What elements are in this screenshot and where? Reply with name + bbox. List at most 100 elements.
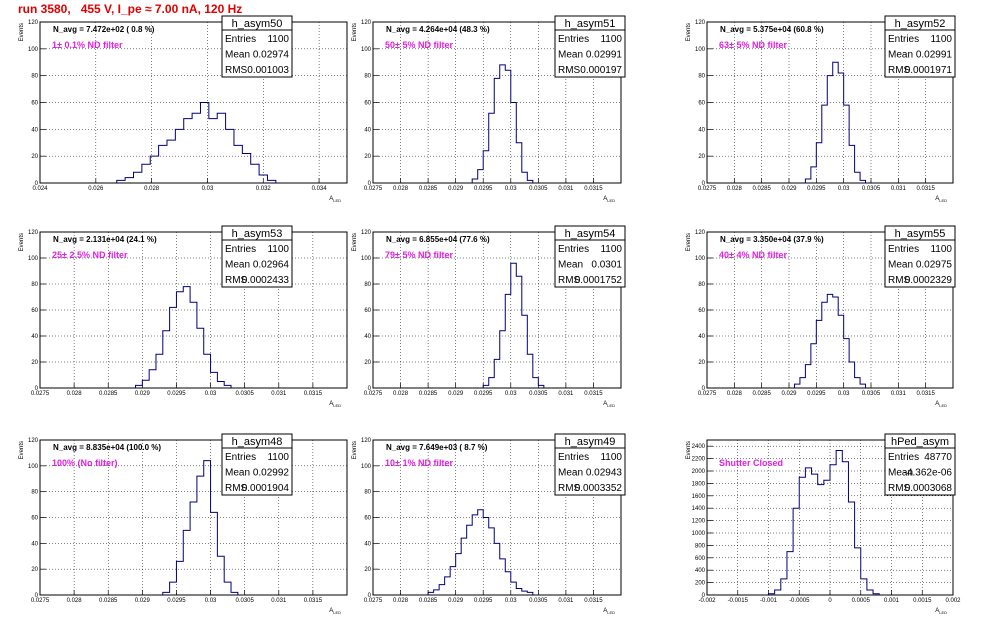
y-axis-title: Events [19,441,25,459]
y-tick-label: 120 [28,20,39,26]
y-tick-label: 40 [364,334,371,340]
y-tick-label: 60 [364,516,371,522]
stats-value: 0.0003068 [905,483,953,494]
x-tick-label: -0.0005 [789,598,810,604]
y-tick-label: 60 [364,101,371,107]
stats-label: RMS [225,65,248,76]
y-axis-title: Events [686,23,692,41]
y-tick-label: 80 [698,74,705,80]
stats-value: 1100 [267,34,289,45]
y-tick-label: 0 [368,386,372,392]
stats-value: 0.02943 [586,468,623,479]
x-tick-label: 0.03 [505,391,517,397]
histogram-bin [800,378,805,388]
x-tick-label: 0.029 [448,391,464,397]
histogram-bin [439,585,445,595]
stats-label: RMS [225,275,248,286]
y-tick-label: 0 [35,181,39,187]
histogram-bin [842,462,848,595]
y-tick-label: 20 [364,154,371,160]
histogram-bin [211,512,218,595]
stats-box [554,433,626,496]
y-tick-label: 100 [695,47,706,53]
stats-value: 0.0003352 [575,483,623,494]
histogram-bin [500,65,506,183]
histogram-bin [516,276,522,388]
stats-value: 1100 [267,452,289,463]
histogram-bin [827,294,832,388]
stats-label: Entries [225,244,256,255]
y-tick-label: 1600 [692,494,706,500]
histogram-bin [200,103,208,184]
y-tick-label: 40 [698,127,705,133]
stats-value: 1100 [600,244,622,255]
histogram-bin [136,385,143,388]
histogram-bin [511,263,517,388]
histogram-bin [838,315,843,388]
histogram-bin [217,113,225,183]
x-tick-label: 0.0285 [99,598,118,604]
x-tick-label: 0.0295 [167,598,186,604]
y-tick-label: 2400 [692,444,706,450]
stats-value: 0.0001904 [242,483,290,494]
y-axis-title: Events [352,441,358,459]
x-axis-title: ALED [603,608,615,615]
histogram-bin [861,579,867,595]
histogram-bin [860,180,865,183]
x-tick-label: 0.0295 [807,391,826,397]
y-tick-label: 100 [28,47,39,53]
histogram-bin [209,119,217,183]
x-tick-label: 0.029 [448,186,464,192]
histogram-bin [156,354,163,388]
histogram-bin [805,365,810,388]
histogram-bin [838,73,843,183]
x-tick-label: 0.03 [505,186,517,192]
filter-label: 1± 0.1% ND filter [52,40,123,50]
histogram-bin [472,515,478,595]
x-tick-label: 0.0285 [752,391,771,397]
x-tick-label: 0.0285 [419,391,438,397]
y-tick-label: 40 [698,334,705,340]
histogram-bin [855,172,860,183]
stats-value: 0.000197 [580,65,622,76]
x-tick-label: 0.031 [891,391,907,397]
histogram-bin [489,378,495,388]
histogram-name: hPed_asym [891,436,949,448]
stats-value: 0.001003 [247,65,289,76]
stats-label: Mean [888,468,913,479]
histogram-bin [434,590,440,595]
histogram-bin [538,385,544,388]
histogram-bin [822,302,827,388]
y-axis-title: Events [686,441,692,459]
stats-box [221,433,293,496]
y-tick-label: 120 [361,20,372,26]
histogram-bin [183,287,190,388]
y-tick-label: 20 [31,567,38,573]
stats-label: RMS [888,275,911,286]
histogram-line-h_asym51 [471,64,534,183]
navg-label: N_avg = 7.649e+03 ( 8.7 %) [386,443,488,452]
stats-label: RMS [558,65,581,76]
stats-box [554,225,626,288]
histogram-bin [860,384,865,388]
histogram-bin [259,175,267,183]
x-axis-title: ALED [603,196,615,203]
histogram-name: h_asym52 [895,18,946,30]
histogram-line-h_asym48 [162,460,239,595]
filter-label: 10± 1% ND filter [385,458,453,468]
histogram-bin [500,331,506,388]
x-tick-label: 0.0305 [529,391,548,397]
stats-label: Mean [558,468,583,479]
y-tick-label: 60 [698,308,705,314]
x-tick-label: 0.026 [88,186,104,192]
histogram-bin [855,378,860,388]
filter-label: 100% (No filter) [52,458,118,468]
histogram-bin [170,307,177,388]
histogram-name: h_asym50 [232,18,283,30]
y-tick-label: 100 [695,256,706,262]
y-tick-label: 120 [361,230,372,236]
histogram-bin [450,567,456,595]
stats-value: 0.02991 [916,50,953,61]
y-tick-label: 20 [698,360,705,366]
stats-value: 1100 [267,244,289,255]
